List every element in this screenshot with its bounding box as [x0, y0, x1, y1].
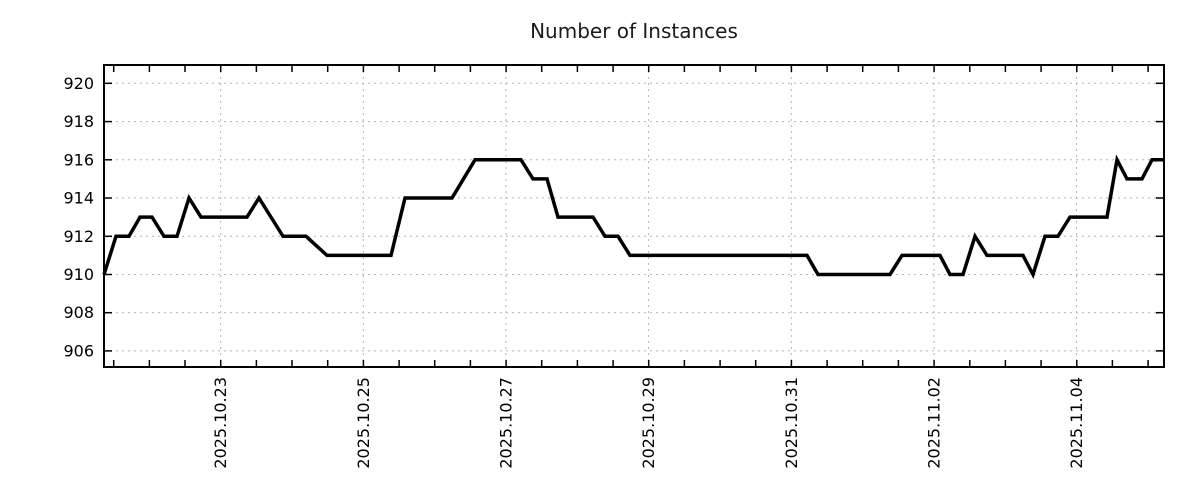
series-line-instances: [102, 154, 1164, 280]
x-tick-label: 2025.10.27: [496, 377, 515, 469]
plot-border: [103, 64, 1165, 368]
axis-layer: 920 918 916 914 912 910 908 906 2025.10.23 2025.1…: [63, 65, 1164, 469]
y-tick-label: 916: [63, 150, 94, 169]
x-tick-label: 2025.10.25: [354, 377, 373, 469]
x-tick-label: 2025.11.02: [924, 377, 943, 469]
x-tick-label: 2025.10.23: [211, 377, 230, 469]
y-tick-label: 920: [63, 74, 94, 93]
y-tick-label: 914: [63, 189, 94, 208]
y-tick-label: 912: [63, 227, 94, 246]
x-tick-label: 2025.10.31: [782, 377, 801, 469]
series-layer: [102, 154, 1164, 280]
y-tick-label: 908: [63, 303, 94, 322]
x-tick-label: 2025.11.04: [1067, 377, 1086, 469]
y-tick-label: 906: [63, 341, 94, 360]
y-tick-label: 910: [63, 265, 94, 284]
x-tick-label: 2025.10.29: [639, 377, 658, 469]
grid-layer: [104, 65, 1164, 367]
chart-title: Number of Instances: [530, 19, 738, 43]
y-tick-label: 918: [63, 112, 94, 131]
